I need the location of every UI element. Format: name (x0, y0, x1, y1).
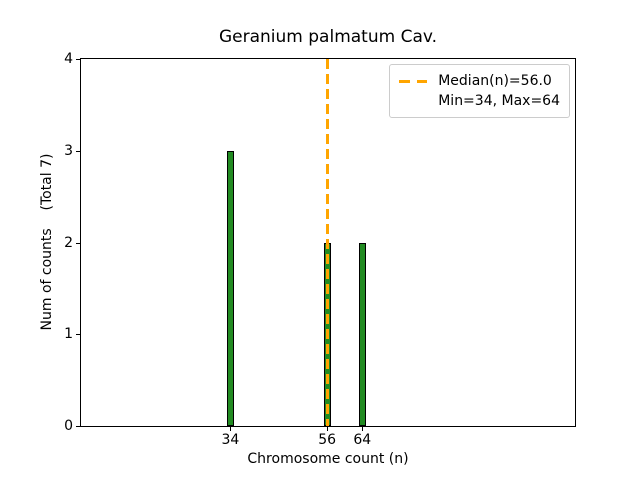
x-tick-mark (362, 427, 364, 431)
x-tick-label: 34 (221, 432, 240, 448)
median-line (325, 59, 329, 426)
y-tick-label: 3 (64, 142, 73, 159)
x-tick-label: 56 (318, 432, 337, 448)
y-tick-label: 4 (64, 51, 73, 67)
y-tick-mark (76, 150, 80, 152)
x-tick-mark (327, 427, 329, 431)
y-tick-mark (76, 334, 80, 336)
x-tick-label: 64 (353, 432, 372, 448)
legend-label-minmax: Min=34, Max=64 (438, 93, 560, 109)
bar (358, 242, 366, 426)
legend: Median(n)=56.0 Min=34, Max=64 (389, 64, 570, 118)
plot-area: Median(n)=56.0 Min=34, Max=64 (80, 58, 576, 427)
bar (226, 150, 234, 426)
legend-row-median: Median(n)=56.0 (399, 71, 560, 91)
y-tick-label: 0 (64, 418, 73, 434)
y-axis-label: Num of counts (Total 7) (39, 153, 55, 331)
y-tick-label: 1 (64, 326, 73, 343)
legend-label-median: Median(n)=56.0 (438, 73, 552, 89)
y-tick-label: 2 (64, 234, 73, 251)
chart-title: Geranium palmatum Cav. (218, 27, 438, 47)
y-tick-mark (76, 426, 80, 427)
x-axis-label: Chromosome count (n) (247, 451, 409, 467)
legend-row-minmax: Min=34, Max=64 (399, 91, 560, 111)
dashed-line-icon (399, 79, 428, 83)
x-tick-mark (230, 427, 232, 431)
y-tick-mark (76, 242, 80, 244)
y-tick-mark (76, 59, 80, 60)
